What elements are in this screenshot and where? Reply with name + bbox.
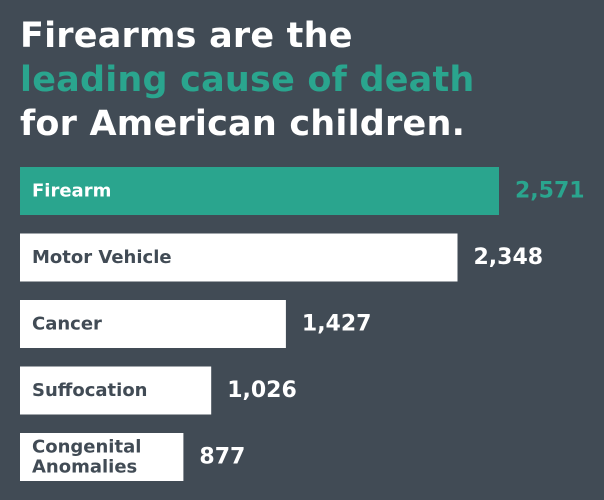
bar-group: Cancer 1,427: [20, 300, 371, 348]
bar-category-label: Cancer: [32, 314, 102, 335]
chart-title: Firearms are the leading cause of death …: [20, 14, 475, 146]
bar: [20, 167, 499, 215]
title-line-3: for American children.: [20, 104, 466, 144]
bar: [20, 366, 212, 415]
bar-category-label: Anomalies: [32, 457, 137, 478]
bar-category-label: Congenital: [32, 437, 141, 458]
bar-value-label: 2,348: [474, 245, 544, 270]
bar: [20, 433, 184, 481]
bar-value-label: 1,026: [227, 378, 297, 403]
bar-group: Suffocation 1,026: [20, 366, 297, 415]
title-line-2: leading cause of death: [20, 60, 475, 100]
bar: [20, 233, 458, 282]
bar-value-label: 1,427: [302, 312, 372, 337]
bar-group: Firearm 2,571: [20, 167, 585, 215]
bar-category-label: Firearm: [32, 181, 111, 202]
bar: [20, 300, 286, 348]
bar-value-label: 877: [199, 445, 245, 470]
bar-category-label: Motor Vehicle: [32, 247, 172, 268]
bar-category-label: Suffocation: [32, 380, 148, 401]
bar-group: Motor Vehicle 2,348: [20, 233, 544, 282]
title-line-1: Firearms are the: [20, 16, 353, 56]
bar-value-label: 2,571: [515, 179, 585, 204]
